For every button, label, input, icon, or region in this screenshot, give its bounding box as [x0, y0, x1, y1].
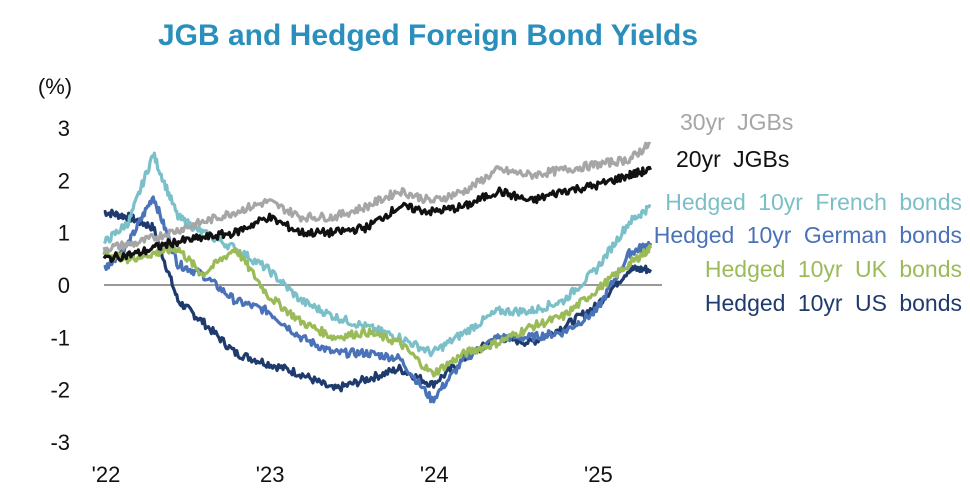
series-lines	[102, 141, 653, 404]
x-tick-label: '22	[92, 462, 121, 487]
x-axis-ticks: '22 '23 '24 '25	[92, 462, 613, 487]
y-axis-label: (%)	[38, 74, 72, 99]
y-tick-label: -1	[50, 325, 70, 350]
series-label: 30yr JGBs	[680, 109, 793, 135]
y-tick-label: 3	[58, 116, 70, 141]
series-label: Hedged 10yr US bonds	[705, 290, 962, 316]
x-tick-label: '23	[256, 462, 285, 487]
y-axis-ticks: 3 2 1 0 -1 -2 -3	[50, 116, 70, 455]
series-label: Hedged 10yr German bonds	[654, 222, 962, 248]
y-tick-label: 1	[58, 221, 70, 246]
series-label: 20yr JGBs	[676, 146, 789, 172]
chart-title: JGB and Hedged Foreign Bond Yields	[158, 19, 698, 52]
series-line	[102, 244, 653, 378]
y-tick-label: -2	[50, 378, 70, 403]
x-tick-label: '24	[420, 462, 449, 487]
series-line	[102, 151, 652, 358]
series-label: Hedged 10yr UK bonds	[705, 256, 962, 282]
series-labels: 30yr JGBs 20yr JGBs Hedged 10yr French bon…	[654, 109, 962, 316]
y-tick-label: 2	[58, 168, 70, 193]
y-tick-label: 0	[58, 273, 70, 298]
series-line	[103, 195, 653, 404]
y-tick-label: -3	[50, 430, 70, 455]
series-label: Hedged 10yr French bonds	[665, 189, 962, 215]
x-tick-label: '25	[584, 462, 613, 487]
series-line	[102, 141, 652, 254]
series-line	[102, 165, 652, 263]
